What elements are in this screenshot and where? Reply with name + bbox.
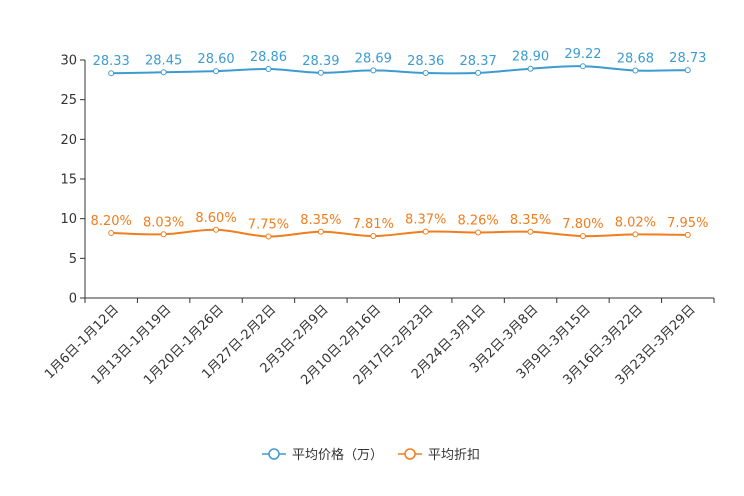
y-tick-label: 5 bbox=[69, 252, 77, 267]
data-label: 28.45 bbox=[145, 53, 182, 68]
data-point bbox=[527, 65, 534, 72]
data-label: 8.26% bbox=[457, 213, 498, 228]
data-label: 8.60% bbox=[195, 211, 236, 226]
data-label: 7.80% bbox=[562, 217, 603, 232]
data-label: 8.03% bbox=[143, 215, 184, 230]
data-point bbox=[370, 67, 377, 74]
data-point bbox=[265, 233, 272, 240]
data-label: 7.81% bbox=[353, 217, 394, 232]
data-label: 8.20% bbox=[91, 214, 132, 229]
data-label: 8.02% bbox=[615, 215, 656, 230]
y-tick-label: 10 bbox=[60, 212, 77, 227]
data-label: 28.73 bbox=[669, 51, 706, 66]
data-label: 28.37 bbox=[460, 54, 497, 69]
legend-marker-2 bbox=[404, 448, 416, 460]
data-point bbox=[475, 229, 482, 236]
y-tick-label: 30 bbox=[60, 54, 77, 69]
data-point bbox=[632, 231, 639, 238]
series-line-2 bbox=[111, 228, 688, 238]
series-line-1 bbox=[111, 65, 688, 75]
data-point bbox=[370, 233, 377, 240]
data-point bbox=[108, 70, 115, 77]
data-point bbox=[213, 226, 220, 233]
data-point bbox=[265, 66, 272, 73]
data-point bbox=[160, 231, 167, 238]
data-point bbox=[317, 228, 324, 235]
data-label: 28.60 bbox=[197, 52, 234, 67]
data-label: 28.69 bbox=[355, 51, 392, 66]
data-label: 8.35% bbox=[300, 213, 341, 228]
y-tick-label: 15 bbox=[60, 173, 77, 188]
legend-marker-1 bbox=[268, 448, 280, 460]
legend-label-1: 平均价格（万） bbox=[292, 447, 383, 463]
data-point bbox=[475, 69, 482, 76]
data-label: 28.36 bbox=[407, 54, 444, 69]
data-label: 7.95% bbox=[667, 216, 708, 231]
data-point bbox=[317, 69, 324, 76]
data-label: 28.39 bbox=[302, 54, 339, 69]
y-tick-label: 20 bbox=[60, 133, 77, 148]
data-label: 8.37% bbox=[405, 213, 446, 228]
legend-label-2: 平均折扣 bbox=[428, 448, 480, 463]
data-label: 28.86 bbox=[250, 50, 287, 65]
data-label: 28.33 bbox=[93, 54, 130, 69]
data-point bbox=[422, 228, 429, 235]
y-tick-label: 25 bbox=[60, 93, 77, 108]
data-point bbox=[527, 228, 534, 235]
data-point bbox=[108, 229, 115, 236]
data-point bbox=[632, 67, 639, 74]
data-point bbox=[684, 231, 691, 238]
data-point bbox=[684, 67, 691, 74]
data-point bbox=[160, 69, 167, 76]
data-point bbox=[579, 233, 586, 240]
data-point bbox=[579, 63, 586, 70]
data-point bbox=[422, 70, 429, 77]
data-label: 28.68 bbox=[617, 51, 654, 66]
data-point bbox=[213, 68, 220, 75]
data-label: 7.75% bbox=[248, 218, 289, 233]
y-tick-label: 0 bbox=[69, 292, 77, 307]
data-label: 29.22 bbox=[564, 47, 601, 62]
data-label: 28.90 bbox=[512, 50, 549, 65]
data-label: 8.35% bbox=[510, 213, 551, 228]
